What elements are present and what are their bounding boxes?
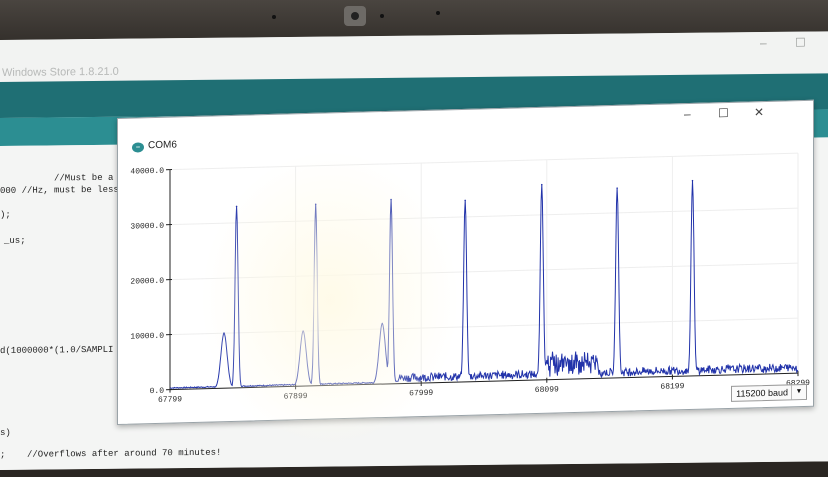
y-tick-label: 10000.0 bbox=[130, 332, 164, 342]
x-tick-label: 67899 bbox=[284, 392, 308, 402]
serial-plotter-window: ∞ COM6 – ☐ ✕ 0.0 10000.0 20000.0 30000.0 400… bbox=[117, 99, 814, 425]
arduino-logo-icon: ∞ bbox=[132, 142, 144, 153]
ide-minimize-button[interactable]: – bbox=[760, 35, 767, 51]
code-line: ; //Overflows after around 70 minutes! bbox=[0, 447, 222, 460]
grid-line bbox=[170, 207, 798, 226]
data-point bbox=[616, 187, 618, 189]
baud-rate-select[interactable]: 115200 baud ▼ bbox=[731, 383, 807, 402]
minimize-button[interactable]: – bbox=[684, 106, 691, 122]
data-point bbox=[464, 199, 466, 202]
bezel-sensor bbox=[436, 11, 440, 15]
maximize-button[interactable]: ☐ bbox=[718, 105, 729, 121]
x-tick-label: 68199 bbox=[660, 382, 684, 392]
close-button[interactable]: ✕ bbox=[754, 105, 765, 120]
x-tick-label: 68299 bbox=[786, 379, 810, 389]
y-tick-label: 40000.0 bbox=[130, 167, 164, 177]
bezel-sensor bbox=[272, 15, 276, 19]
x-tick-label: 67999 bbox=[409, 389, 433, 399]
code-line: _us; bbox=[4, 235, 26, 246]
y-tick-label: 20000.0 bbox=[130, 277, 164, 287]
y-tick-label: 30000.0 bbox=[130, 222, 164, 232]
code-line: s) bbox=[0, 427, 11, 438]
plot-area[interactable]: 0.0 10000.0 20000.0 30000.0 40000.0 67799 6789… bbox=[118, 141, 813, 409]
grid-line bbox=[170, 152, 798, 171]
x-tick-label: 67799 bbox=[158, 395, 182, 405]
data-point bbox=[235, 205, 238, 208]
x-tick-label: 68099 bbox=[535, 385, 559, 395]
bezel-sensor bbox=[380, 14, 384, 18]
data-point bbox=[540, 183, 543, 186]
ide-title: Windows Store 1.8.21.0 bbox=[2, 65, 119, 79]
data-point bbox=[691, 179, 694, 182]
series-line bbox=[169, 180, 799, 390]
grid-line bbox=[170, 262, 798, 281]
chevron-down-icon: ▼ bbox=[791, 384, 806, 400]
baud-rate-value: 115200 baud bbox=[736, 387, 788, 399]
y-tick-label: 0.0 bbox=[150, 387, 165, 396]
serial-plotter-title: COM6 bbox=[148, 139, 177, 152]
grid-line bbox=[170, 317, 798, 336]
code-line: ); bbox=[0, 209, 11, 220]
data-point bbox=[314, 203, 317, 206]
code-line: 000 //Hz, must be less bbox=[0, 184, 119, 196]
code-line: d(1000000*(1.0/SAMPLI bbox=[0, 344, 114, 356]
webcam bbox=[344, 6, 366, 26]
ide-maximize-button[interactable]: ☐ bbox=[795, 35, 806, 50]
